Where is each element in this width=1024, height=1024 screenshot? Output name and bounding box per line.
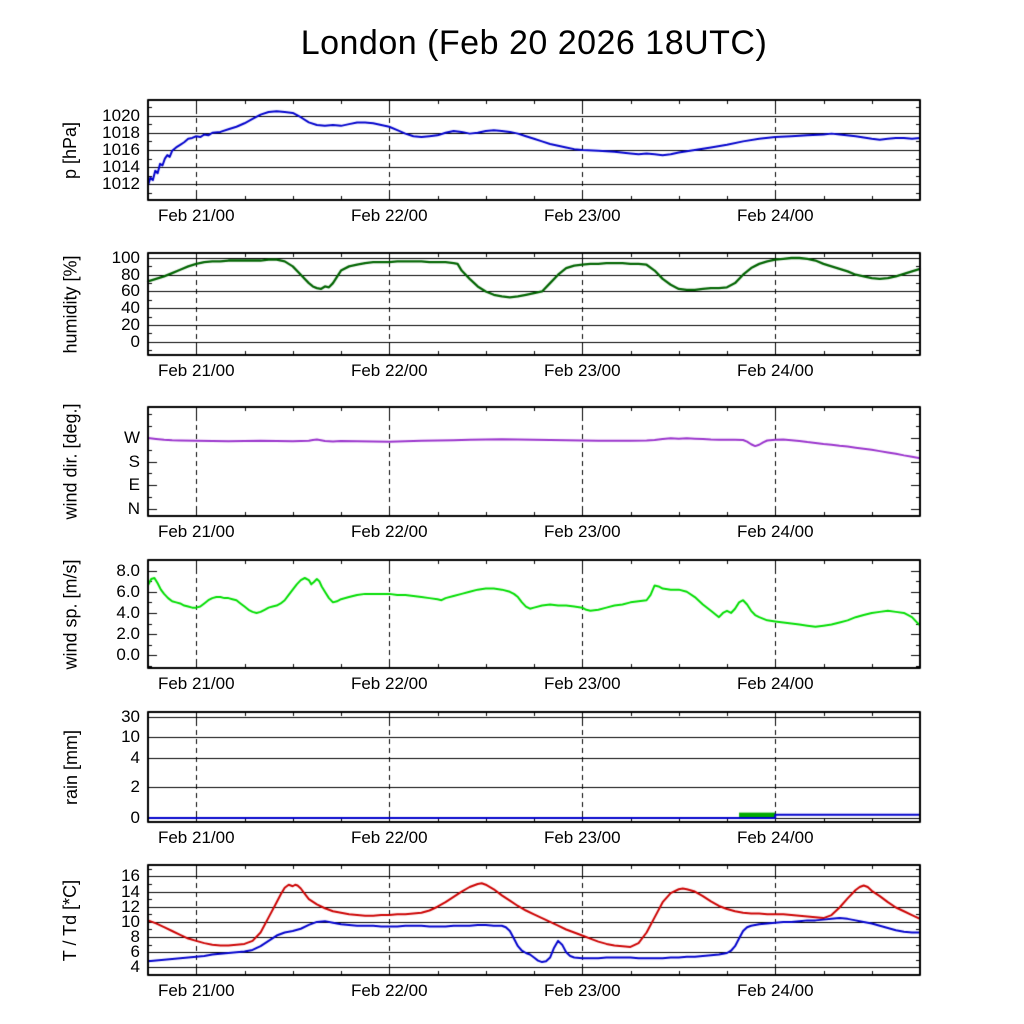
ytick-wind-direction-E: E [128, 475, 140, 495]
ytick-humidity-40: 40 [121, 298, 140, 318]
ytick-wind-speed-2.0: 2.0 [116, 624, 140, 644]
xtick-pressure-1: Feb 21/00 [157, 206, 235, 225]
ytick-pressure-1020: 1020 [102, 105, 140, 125]
xtick-wind-speed-2: Feb 22/00 [350, 674, 428, 693]
xtick-humidity-3: Feb 23/00 [543, 361, 621, 380]
ytick-temperature-dewpoint-4: 4 [130, 957, 140, 977]
ytick-temperature-dewpoint-6: 6 [130, 942, 140, 962]
ytick-wind-speed-4.0: 4.0 [116, 602, 140, 622]
xtick-pressure-2: Feb 22/00 [350, 206, 428, 225]
ytick-pressure-1018: 1018 [102, 122, 140, 142]
xtick-wind-direction-2: Feb 22/00 [350, 522, 428, 541]
xtick-wind-direction-1: Feb 21/00 [157, 522, 235, 541]
xtick-temperature-dewpoint-3: Feb 23/00 [543, 981, 621, 1000]
xtick-rain-2: Feb 22/00 [350, 828, 428, 847]
xtick-wind-speed-1: Feb 21/00 [157, 674, 235, 693]
xtick-humidity-1: Feb 21/00 [157, 361, 235, 380]
ytick-humidity-60: 60 [121, 281, 140, 301]
ytick-rain-30: 30 [121, 706, 140, 726]
ytick-pressure-1012: 1012 [102, 174, 140, 194]
ytick-humidity-80: 80 [121, 264, 140, 284]
ytick-temperature-dewpoint-14: 14 [121, 881, 140, 901]
xtick-wind-direction-4: Feb 24/00 [736, 522, 814, 541]
ytick-wind-direction-W: W [123, 427, 140, 447]
ytick-temperature-dewpoint-12: 12 [121, 896, 140, 916]
ytick-pressure-1014: 1014 [102, 157, 140, 177]
ytick-rain-2: 2 [130, 777, 140, 797]
ytick-temperature-dewpoint-8: 8 [130, 927, 140, 947]
ytick-humidity-0: 0 [130, 331, 140, 351]
ytick-temperature-dewpoint-10: 10 [121, 911, 140, 931]
ytick-rain-4: 4 [130, 747, 140, 767]
ytick-rain-10: 10 [121, 726, 140, 746]
xtick-temperature-dewpoint-2: Feb 22/00 [350, 981, 428, 1000]
xtick-temperature-dewpoint-4: Feb 24/00 [736, 981, 814, 1000]
xtick-rain-4: Feb 24/00 [736, 828, 814, 847]
xtick-wind-speed-4: Feb 24/00 [736, 674, 814, 693]
ytick-humidity-100: 100 [111, 248, 140, 268]
xtick-pressure-4: Feb 24/00 [736, 206, 814, 225]
ytick-wind-direction-S: S [128, 451, 140, 471]
xtick-pressure-3: Feb 23/00 [543, 206, 621, 225]
ytick-wind-speed-8.0: 8.0 [116, 560, 140, 580]
xtick-humidity-4: Feb 24/00 [736, 361, 814, 380]
ytick-humidity-20: 20 [121, 314, 140, 334]
ytick-rain-0: 0 [130, 808, 140, 828]
ytick-wind-speed-0.0: 0.0 [116, 645, 140, 665]
xtick-wind-direction-3: Feb 23/00 [543, 522, 621, 541]
ytick-temperature-dewpoint-16: 16 [121, 866, 140, 886]
xtick-rain-1: Feb 21/00 [157, 828, 235, 847]
ytick-wind-speed-6.0: 6.0 [116, 581, 140, 601]
ytick-pressure-1016: 1016 [102, 140, 140, 159]
xtick-humidity-2: Feb 22/00 [350, 361, 428, 380]
ytick-wind-direction-N: N [127, 499, 140, 519]
xtick-temperature-dewpoint-1: Feb 21/00 [157, 981, 235, 1000]
xtick-wind-speed-3: Feb 23/00 [543, 674, 621, 693]
xtick-rain-3: Feb 23/00 [543, 828, 621, 847]
